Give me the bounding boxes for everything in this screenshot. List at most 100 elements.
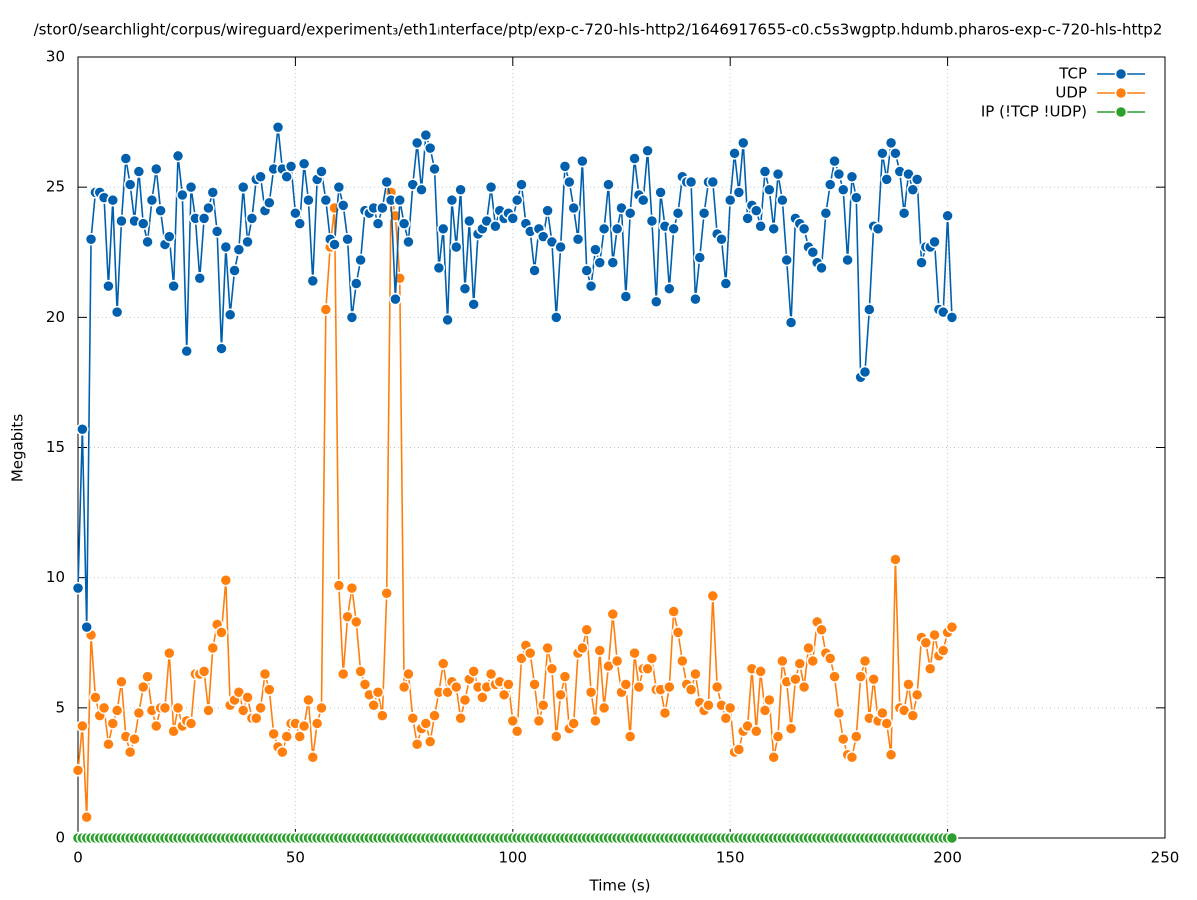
data-point <box>315 701 328 715</box>
data-point <box>336 667 350 681</box>
data-point <box>376 709 389 722</box>
x-tick-label: 150 <box>716 849 745 867</box>
data-point <box>910 173 924 186</box>
data-point <box>210 225 224 238</box>
data-point <box>276 745 289 759</box>
data-point <box>163 230 176 243</box>
data-point <box>610 654 624 668</box>
data-point <box>302 193 315 207</box>
data-point <box>380 175 393 189</box>
data-point <box>832 706 846 720</box>
data-point <box>780 253 793 267</box>
data-point <box>250 711 263 725</box>
data-point <box>741 212 754 225</box>
data-point <box>441 313 454 327</box>
data-point <box>158 701 172 715</box>
data-point <box>889 147 902 160</box>
data-point <box>889 553 902 566</box>
data-point <box>945 311 959 324</box>
data-point <box>732 743 746 756</box>
y-tick-label: 10 <box>46 568 65 586</box>
data-point <box>428 162 441 176</box>
data-point <box>102 279 115 293</box>
data-point <box>354 253 367 267</box>
data-point <box>906 183 920 197</box>
data-point <box>867 672 880 686</box>
legend-label: IP (!TCP !UDP) <box>981 103 1087 121</box>
data-point <box>658 706 672 720</box>
data-point <box>293 217 306 230</box>
data-point <box>280 730 293 743</box>
data-point <box>832 167 846 181</box>
data-point <box>628 152 641 165</box>
data-point <box>371 685 385 699</box>
data-point <box>550 311 563 324</box>
data-point <box>106 193 120 207</box>
data-point <box>515 178 528 191</box>
data-point <box>802 641 815 655</box>
data-point <box>632 680 646 694</box>
data-point <box>510 193 524 207</box>
data-point <box>184 180 198 194</box>
legend-label: UDP <box>1055 84 1087 102</box>
data-point <box>845 170 859 184</box>
data-point <box>528 678 541 691</box>
data-point <box>271 121 285 134</box>
data-point <box>732 186 746 199</box>
data-point <box>754 219 767 233</box>
data-point <box>584 279 598 293</box>
data-point <box>550 730 563 743</box>
data-point <box>397 680 411 694</box>
data-point <box>310 717 324 730</box>
data-point <box>923 662 937 676</box>
data-point <box>506 212 520 225</box>
data-point <box>136 217 150 230</box>
data-point <box>436 222 450 236</box>
data-point <box>554 240 567 254</box>
data-point <box>371 217 385 230</box>
data-point <box>667 222 680 236</box>
data-point <box>793 657 807 670</box>
data-point <box>750 725 763 738</box>
data-point <box>806 246 820 259</box>
y-tick-label: 0 <box>55 829 65 847</box>
data-point <box>258 667 272 681</box>
y-tick-label: 5 <box>55 698 65 716</box>
data-point <box>423 735 437 748</box>
data-point <box>284 160 298 173</box>
data-point <box>476 691 489 704</box>
data-point <box>202 201 215 215</box>
data-point <box>806 654 820 668</box>
data-point <box>454 183 467 197</box>
data-point <box>610 222 624 236</box>
data-point <box>228 264 241 277</box>
data-point <box>771 730 785 743</box>
chart-title: /stor0/searchlight/corpus/wireguard/expe… <box>34 21 1163 39</box>
data-point <box>219 240 233 254</box>
y-axis-label: Megabits <box>9 414 27 482</box>
data-point <box>128 732 141 746</box>
data-point <box>132 706 146 720</box>
data-point <box>115 214 128 228</box>
data-point <box>667 605 680 618</box>
data-point <box>767 222 780 236</box>
data-point <box>606 607 620 621</box>
data-point <box>871 222 885 236</box>
data-point <box>897 206 911 220</box>
data-point <box>758 704 772 717</box>
data-point <box>171 149 185 163</box>
data-point <box>341 232 354 246</box>
data-point <box>463 214 476 228</box>
data-point <box>241 691 254 704</box>
data-point <box>693 251 707 264</box>
y-tick-label: 25 <box>46 178 65 196</box>
data-point <box>928 628 941 642</box>
data-point <box>619 290 633 303</box>
data-point <box>915 256 928 269</box>
data-point <box>558 670 572 683</box>
legend-swatch-point <box>1114 105 1128 119</box>
data-point <box>723 701 737 715</box>
data-point <box>671 626 685 639</box>
data-point <box>263 196 276 210</box>
data-point <box>719 711 733 725</box>
